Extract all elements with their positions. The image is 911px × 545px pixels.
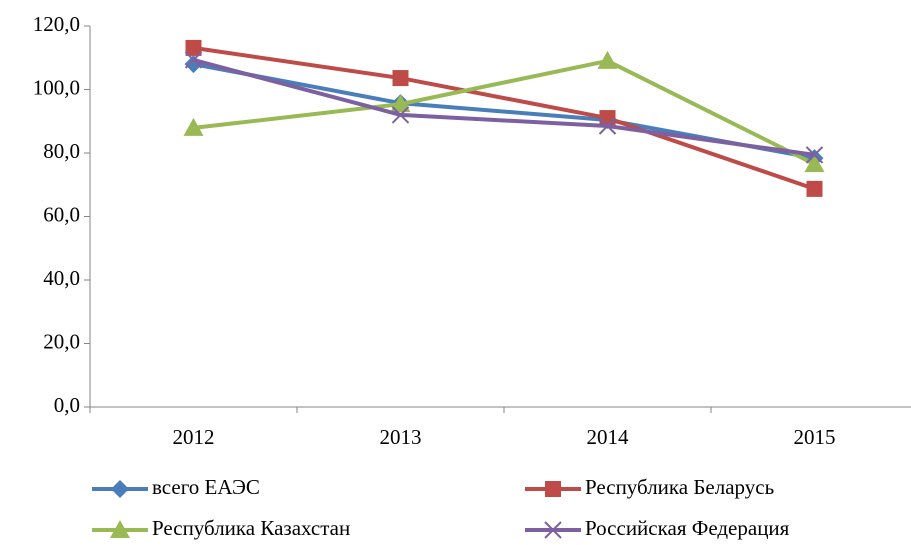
legend-label: Российская Федерация (585, 516, 790, 540)
legend-label: всего ЕАЭС (152, 475, 260, 499)
data-point (805, 146, 824, 164)
series (185, 39, 823, 197)
legend-item: Республика Беларусь (525, 475, 774, 499)
y-tick-label: 0,0 (54, 393, 80, 417)
data-point (392, 70, 409, 87)
data-point (806, 180, 823, 197)
series-line (193, 58, 816, 166)
x-tick-label: 2013 (380, 425, 422, 449)
legend-item: Российская Федерация (525, 516, 790, 540)
data-point (599, 110, 616, 127)
series-line (192, 58, 815, 157)
legend-item: Республика Казахстан (92, 516, 350, 540)
data-point (597, 50, 618, 69)
series (184, 55, 824, 168)
data-point (804, 154, 825, 173)
legend-label: Республика Беларусь (585, 475, 774, 499)
legend-label: Республика Казахстан (152, 516, 350, 540)
series-line (193, 62, 815, 161)
series-line (193, 45, 816, 191)
y-tick-label: 60,0 (43, 202, 80, 226)
y-tick-label: 40,0 (43, 266, 80, 290)
legend-marker (544, 521, 562, 539)
series (184, 51, 824, 164)
y-tick-label: 120,0 (33, 12, 80, 36)
data-point (184, 51, 203, 69)
data-point (390, 94, 411, 113)
y-tick-label: 20,0 (43, 329, 80, 353)
data-point (183, 117, 204, 136)
legend-marker (111, 480, 129, 498)
x-tick-label: 2014 (587, 425, 630, 449)
data-point (184, 55, 203, 74)
x-tick-label: 2015 (794, 425, 836, 449)
data-point (185, 39, 202, 56)
y-tick-label: 80,0 (43, 139, 80, 163)
series (183, 50, 825, 173)
x-tick-label: 2012 (173, 425, 215, 449)
legend-item: всего ЕАЭС (92, 475, 260, 499)
legend-marker (545, 481, 561, 497)
data-point (391, 106, 410, 124)
data-point (598, 117, 617, 135)
y-tick-label: 100,0 (33, 75, 80, 99)
legend-marker (110, 520, 130, 538)
